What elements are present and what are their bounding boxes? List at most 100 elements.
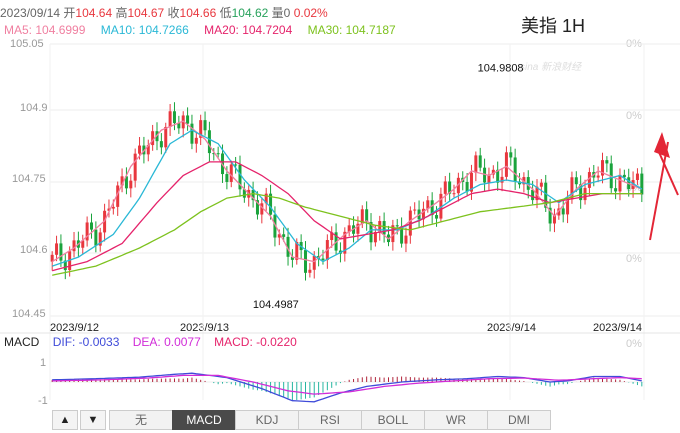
macd-panel xyxy=(50,372,644,403)
open-label: 开 xyxy=(63,6,76,20)
candle-body-16 xyxy=(120,176,124,186)
volume-value: 0 xyxy=(283,6,291,20)
candle-body-28 xyxy=(172,111,176,124)
candle-body-112 xyxy=(539,182,543,187)
candle-body-2 xyxy=(59,243,63,261)
candles xyxy=(50,102,644,281)
candle-body-68 xyxy=(347,225,351,232)
candle-body-130 xyxy=(618,174,622,192)
candle-body-101 xyxy=(491,169,495,175)
sina-watermark: sina 新浪财经 xyxy=(520,62,582,73)
candle-body-119 xyxy=(570,177,574,200)
candle-body-92 xyxy=(452,193,456,195)
x-label-2: 2023/9/13 xyxy=(180,322,229,334)
candle-body-115 xyxy=(552,215,556,224)
candle-body-100 xyxy=(487,174,491,183)
candle-body-88 xyxy=(435,215,439,219)
candle-body-134 xyxy=(635,173,639,181)
candle-body-83 xyxy=(413,209,417,211)
low-annotation: 104.4987 xyxy=(253,299,299,311)
y-tick-105.05: 105.05 xyxy=(10,38,44,50)
indicator-tabs: ▲ ▼ 无 MACD KDJ RSI BOLL WR DMI xyxy=(52,410,551,430)
candle-body-42 xyxy=(234,164,238,166)
candle-body-79 xyxy=(395,225,399,227)
dea-line xyxy=(52,374,642,395)
candle-body-133 xyxy=(631,180,635,189)
candle-body-91 xyxy=(448,181,452,194)
candle-body-55 xyxy=(290,256,294,260)
candle-body-15 xyxy=(116,185,120,207)
grid xyxy=(0,43,680,400)
dif-legend: DIF: -0.0033 xyxy=(52,335,120,349)
high-annotation: 104.9808 xyxy=(478,62,524,74)
candle-body-27 xyxy=(168,111,172,127)
candle-body-29 xyxy=(177,123,181,129)
candle-body-43 xyxy=(238,164,242,190)
candle-body-36 xyxy=(207,130,211,154)
close-label: 收 xyxy=(167,6,180,20)
ohlc-header: 2023/09/14 开104.64 高104.67 收104.66 低104.… xyxy=(0,4,328,21)
candle-body-53 xyxy=(282,234,286,237)
candle-body-62 xyxy=(321,258,325,261)
candlestick-chart[interactable]: 104.9808 104.4987 xyxy=(0,0,680,410)
candle-body-31 xyxy=(186,115,190,124)
candle-body-67 xyxy=(343,231,347,254)
tab-rsi[interactable]: RSI xyxy=(298,410,362,430)
candle-body-26 xyxy=(164,126,168,148)
tab-dmi[interactable]: DMI xyxy=(487,410,551,430)
y-tick-104.9: 104.9 xyxy=(20,102,48,114)
candle-body-81 xyxy=(404,235,408,244)
dif-line xyxy=(52,372,642,403)
candle-body-117 xyxy=(561,208,565,215)
candle-body-44 xyxy=(242,189,246,198)
candle-body-3 xyxy=(63,260,67,271)
candle-body-104 xyxy=(504,152,508,177)
candle-body-18 xyxy=(129,180,133,189)
candle-body-17 xyxy=(124,176,128,189)
candle-body-74 xyxy=(373,232,377,243)
candle-body-71 xyxy=(360,209,364,224)
moving-average-lines xyxy=(51,120,643,276)
candle-body-114 xyxy=(548,207,552,224)
scroll-down-button[interactable]: ▼ xyxy=(80,410,106,430)
dea-legend: DEA: 0.0077 xyxy=(132,335,201,349)
candle-body-5 xyxy=(72,240,76,252)
scroll-up-button[interactable]: ▲ xyxy=(52,410,78,430)
candle-body-120 xyxy=(574,177,578,185)
candle-body-40 xyxy=(225,174,229,182)
macd-name: MACD xyxy=(4,335,40,349)
candle-body-51 xyxy=(273,214,277,238)
candle-body-116 xyxy=(557,208,561,216)
candle-body-113 xyxy=(544,182,548,208)
candle-body-1 xyxy=(55,243,59,255)
candle-body-98 xyxy=(478,155,482,168)
ma20-line xyxy=(52,161,642,272)
y-tick-104.45: 104.45 xyxy=(12,308,46,320)
ma10-legend: MA10: 104.7266 xyxy=(100,23,189,37)
candle-body-105 xyxy=(509,152,513,158)
tab-kdj[interactable]: KDJ xyxy=(235,410,299,430)
candle-body-72 xyxy=(365,209,369,223)
macd-legend: MACD DIF: -0.0033 DEA: 0.0077 MACD: -0.0… xyxy=(4,335,307,349)
candle-body-86 xyxy=(426,200,430,209)
tab-boll[interactable]: BOLL xyxy=(361,410,425,430)
tab-macd[interactable]: MACD xyxy=(172,410,236,430)
candle-body-87 xyxy=(430,200,434,216)
macd-value-legend: MACD: -0.0220 xyxy=(214,335,297,349)
candle-body-14 xyxy=(111,206,115,209)
candle-body-82 xyxy=(408,210,412,236)
x-label-4: 2023/9/14 xyxy=(593,322,642,334)
tab-wr[interactable]: WR xyxy=(424,410,488,430)
ma10-line xyxy=(51,129,643,267)
candle-body-110 xyxy=(531,189,535,201)
candle-body-103 xyxy=(500,176,504,183)
candle-body-131 xyxy=(622,174,626,178)
candle-body-52 xyxy=(277,234,281,238)
candle-body-118 xyxy=(566,199,570,215)
volume-label: 量 xyxy=(271,6,284,20)
y-tick-104.6: 104.6 xyxy=(20,244,48,256)
candle-body-126 xyxy=(601,160,605,176)
right-pct-tick-4: 0% xyxy=(626,253,642,265)
tab-none[interactable]: 无 xyxy=(109,410,173,430)
candle-body-58 xyxy=(304,250,308,273)
